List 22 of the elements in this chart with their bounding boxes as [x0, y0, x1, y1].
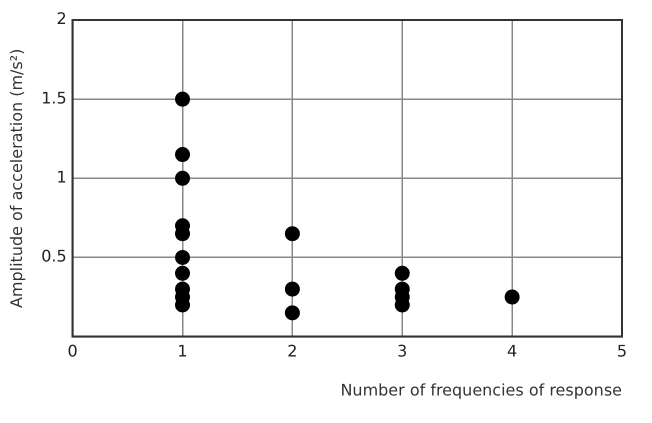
- point: [175, 92, 190, 107]
- x-tick-label: 0: [68, 341, 78, 360]
- point: [394, 266, 410, 281]
- point: [175, 266, 190, 281]
- point: [504, 290, 520, 305]
- point: [175, 250, 190, 265]
- y-tick-label: 1: [56, 167, 67, 186]
- point: [284, 226, 300, 242]
- point: [175, 147, 190, 162]
- y-axis-title: Amplitude of acceleration (m/s²): [6, 48, 26, 308]
- x-tick-label: 4: [507, 341, 518, 360]
- y-tick-label: 1.5: [41, 88, 67, 108]
- x-tick-label: 2: [287, 341, 298, 360]
- y-tick-label: 2: [56, 9, 67, 28]
- point: [284, 305, 300, 320]
- y-tick-label: 0.5: [41, 246, 67, 266]
- x-tick-label: 3: [397, 341, 408, 360]
- point: [175, 170, 190, 186]
- x-axis-title: Number of frequencies of response: [340, 380, 622, 400]
- point: [284, 282, 300, 297]
- x-tick-label: 1: [177, 341, 188, 360]
- x-tick-label: 5: [616, 341, 628, 360]
